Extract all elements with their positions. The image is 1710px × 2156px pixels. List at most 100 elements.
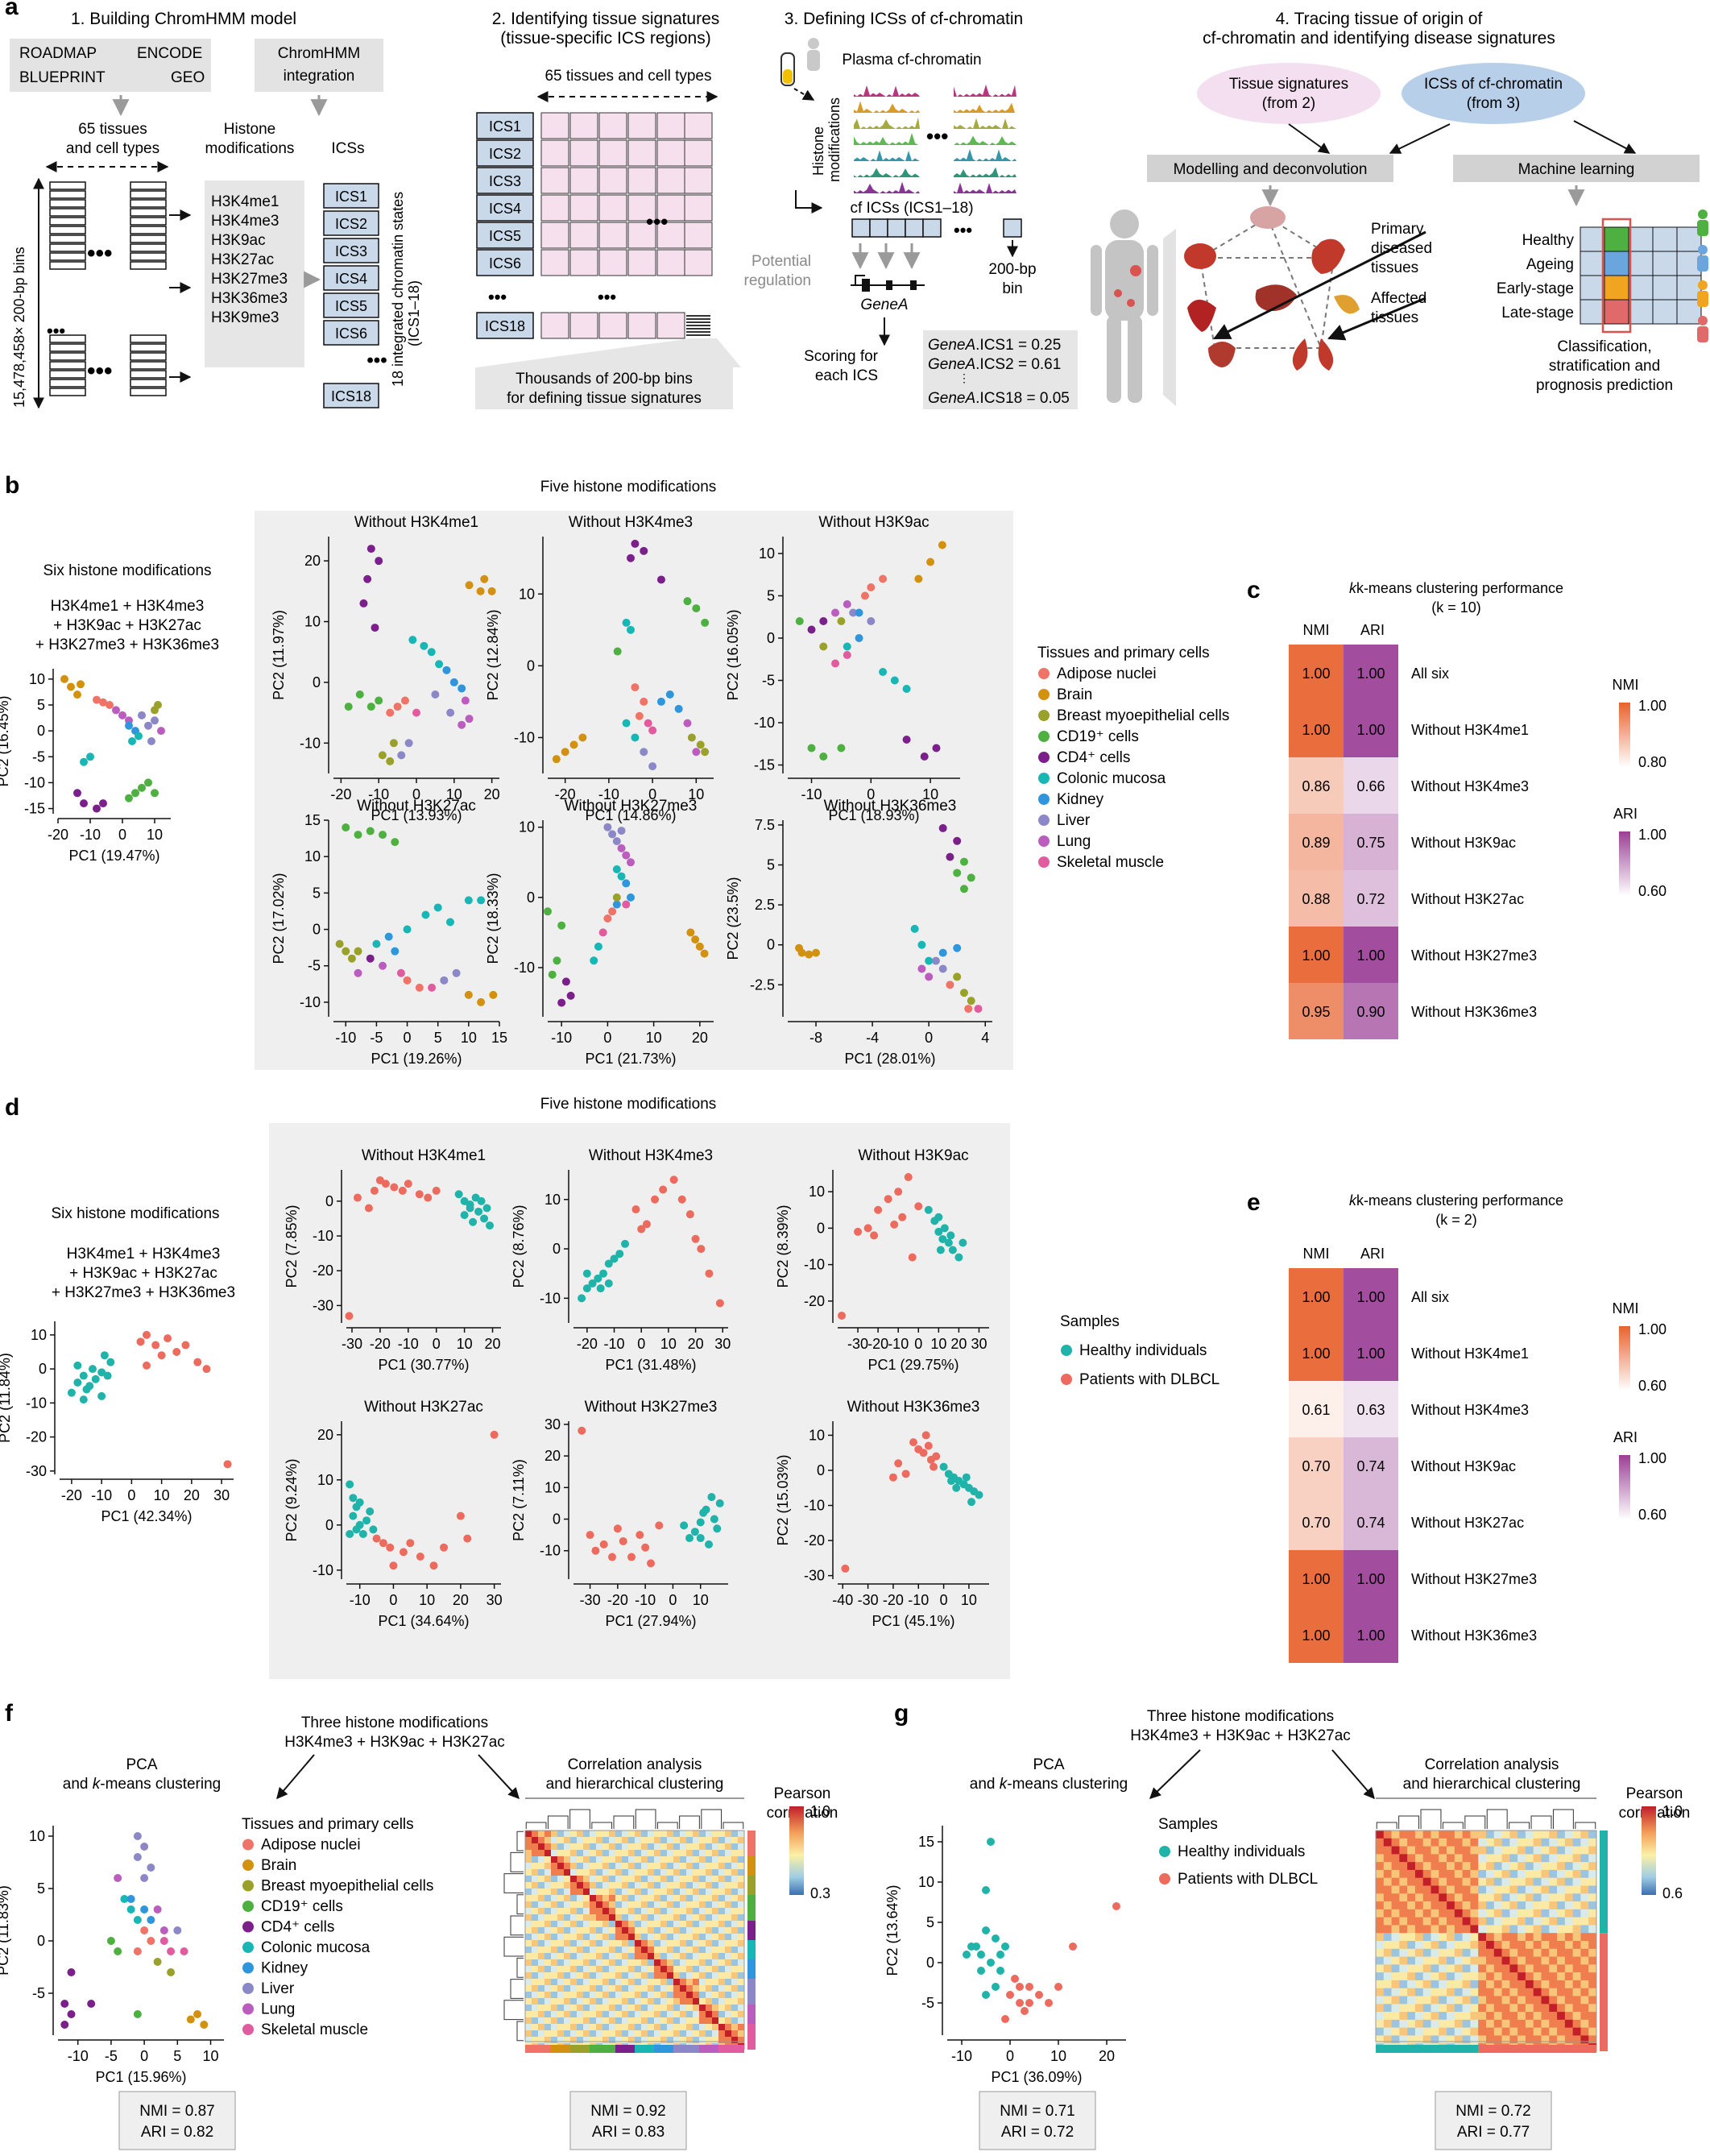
nmi-value: 1.00 [1302, 1289, 1330, 1305]
corr-cell [699, 1953, 706, 1960]
corr-cell [654, 1972, 661, 1980]
corr-cell [1486, 1901, 1495, 1910]
y-tick-label: -10 [804, 1498, 825, 1514]
corr-cell [1541, 1838, 1550, 1847]
ics-label-a2: ICS18 [485, 318, 525, 334]
corr-cell [635, 1927, 642, 1934]
corr-cell [635, 1895, 642, 1902]
nmi-cell [1289, 1607, 1344, 1663]
corr-cell [1509, 1948, 1518, 1957]
data-point [890, 1220, 899, 1229]
data-point [631, 539, 640, 548]
corr-cell [654, 1837, 661, 1844]
panel-letter-c: c [1247, 577, 1261, 603]
data-point [371, 624, 379, 632]
organ-icons [1184, 206, 1360, 371]
corr-cell [1564, 2019, 1573, 2028]
corr-cell [680, 1831, 687, 1838]
data-point [97, 1391, 106, 1400]
corr-cell [1549, 1933, 1558, 1942]
dendro-top [1552, 1809, 1574, 1829]
corr-cell [1517, 1980, 1526, 1989]
corr-cell [628, 1843, 636, 1851]
corr-cell [1533, 1893, 1542, 1902]
corr-cell [544, 1914, 552, 1922]
integration-l1: ChromHMM [278, 45, 360, 62]
data-point [557, 921, 566, 930]
corr-cell [667, 1856, 674, 1864]
x-axis-label: PC1 (42.34%) [101, 1508, 192, 1524]
corr-cell [564, 1882, 571, 1889]
corr-cell [1414, 1885, 1424, 1894]
corr-cell [1376, 1925, 1385, 1934]
corr-cell [1462, 1988, 1471, 1996]
ari-value: 1.00 [1356, 947, 1385, 964]
corr-cell [577, 2017, 584, 2025]
corr-cell [590, 1843, 597, 1851]
data-point [381, 1180, 390, 1188]
data-point [1025, 1983, 1033, 1991]
signature-cell [627, 249, 656, 276]
corr-cell [1407, 2004, 1416, 2013]
corr-cell [1557, 1846, 1566, 1855]
corr-cell [718, 1979, 726, 1986]
dendro-top [1486, 1809, 1508, 1829]
corr-cell [635, 1837, 642, 1844]
corr-cell [1493, 2004, 1502, 2013]
corr-cell [596, 1985, 603, 1992]
corr-cell [654, 1831, 661, 1838]
corr-cell [1486, 1980, 1495, 1989]
legend-label: Colonic mucosa [261, 1939, 371, 1956]
x-tick-label: 5 [173, 2048, 181, 2064]
corr-cell [654, 2030, 661, 2038]
corr-cell [532, 1908, 539, 1915]
corr-cell [544, 1882, 552, 1889]
corr-cell [1588, 1917, 1597, 1926]
plot-title: Without H3K4me1 [362, 1147, 486, 1164]
corr-cell [680, 2005, 687, 2012]
corr-cell [1431, 1917, 1439, 1926]
corr-cell [731, 2011, 739, 2018]
x-tick-label: 4 [981, 1030, 989, 1046]
corr-cell [1454, 1893, 1463, 1902]
corr-cell [1572, 2004, 1581, 2013]
data-point [561, 748, 569, 757]
corr-cell [1509, 1933, 1518, 1942]
corr-cell [641, 1947, 648, 1954]
y-tick-label: 10 [29, 671, 45, 687]
ml-highlight [1601, 218, 1632, 334]
dendro-top [1575, 1822, 1596, 1829]
data-point [962, 1473, 971, 1482]
corr-cell [725, 1856, 732, 1864]
data-point [959, 885, 968, 893]
corr-cell [731, 1927, 739, 1934]
data-point [452, 968, 461, 977]
corr-cell [1414, 2019, 1424, 2028]
corr-cell [609, 2037, 616, 2044]
tube-arrow [793, 88, 815, 101]
corr-cell [693, 1901, 700, 1909]
x-tick-label: 10 [646, 1030, 662, 1046]
corr-cell [686, 2037, 694, 2044]
corr-cell [570, 1876, 578, 1883]
corr-cell [1557, 1925, 1566, 1934]
corr-cell [699, 1889, 706, 1896]
corr-cell [1564, 1933, 1573, 1942]
data-point [366, 827, 375, 835]
corr-cell [1509, 1869, 1518, 1879]
corr-cell [1557, 2012, 1566, 2021]
corr-cell [1470, 1964, 1479, 1973]
corr-cell [731, 2037, 739, 2044]
corr-cell [1478, 2027, 1487, 2036]
signature-cell [569, 312, 598, 339]
a4-title-l1: 4. Tracing tissue of origin of [1276, 10, 1483, 28]
ari-cell [1344, 1268, 1398, 1325]
y-tick-label: -30 [804, 1568, 825, 1584]
corr-cell [699, 1947, 706, 1954]
corr-cell [673, 1934, 681, 1941]
corr-cell [1541, 1925, 1550, 1934]
corr-cell [660, 2024, 668, 2031]
corr-cell [1447, 1838, 1455, 1847]
data-point [482, 1204, 491, 1213]
corr-cell [1470, 1893, 1479, 1902]
